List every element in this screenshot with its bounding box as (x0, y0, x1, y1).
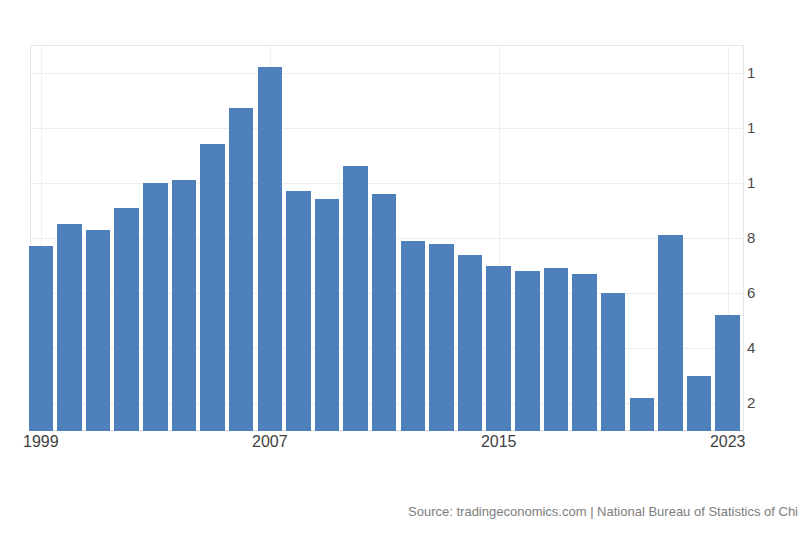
bar-2005[interactable] (200, 144, 225, 431)
x-axis-label-2015: 2015 (464, 433, 534, 451)
bar-2014[interactable] (458, 255, 483, 432)
bar-2007[interactable] (258, 67, 283, 431)
bar-2016[interactable] (515, 271, 540, 431)
bar-2023[interactable] (715, 315, 740, 431)
bar-2021[interactable] (658, 235, 683, 431)
y-axis-tick-label: 1 (747, 174, 797, 192)
bar-2015[interactable] (486, 266, 511, 431)
bar-2022[interactable] (687, 376, 712, 431)
bar-2001[interactable] (86, 230, 111, 431)
y-axis-tick-label: 8 (747, 229, 797, 247)
bar-1999[interactable] (29, 246, 54, 431)
horizontal-gridline (30, 128, 744, 129)
bar-2006[interactable] (229, 108, 254, 431)
bar-2020[interactable] (630, 398, 655, 431)
x-axis-label-1999: 1999 (6, 433, 76, 451)
bar-2011[interactable] (372, 194, 397, 431)
bar-2002[interactable] (114, 208, 139, 431)
bar-2017[interactable] (544, 268, 569, 431)
bar-2013[interactable] (429, 244, 454, 432)
source-attribution: Source: tradingeconomics.com | National … (408, 504, 798, 519)
y-axis-tick-label: 1 (747, 64, 797, 82)
y-axis-tick-label: 1 (747, 119, 797, 137)
x-axis-label-2023: 2023 (693, 433, 763, 451)
bar-2018[interactable] (572, 274, 597, 431)
bar-2009[interactable] (315, 199, 340, 431)
bar-2004[interactable] (172, 180, 197, 431)
y-axis-tick-label: 2 (747, 394, 797, 412)
bar-2008[interactable] (286, 191, 311, 431)
horizontal-gridline (30, 73, 744, 74)
y-axis-tick-label: 6 (747, 284, 797, 302)
bar-2019[interactable] (601, 293, 626, 431)
bar-2010[interactable] (343, 166, 368, 431)
bar-2012[interactable] (401, 241, 426, 431)
y-axis-tick-label: 4 (747, 339, 797, 357)
horizontal-gridline (30, 183, 744, 184)
bar-chart: 1 1 1 8 6 4 2 1999 2007 2015 2023 Source: trading… (0, 0, 800, 539)
bar-2003[interactable] (143, 183, 168, 431)
x-axis-label-2007: 2007 (235, 433, 305, 451)
bar-2000[interactable] (57, 224, 82, 431)
